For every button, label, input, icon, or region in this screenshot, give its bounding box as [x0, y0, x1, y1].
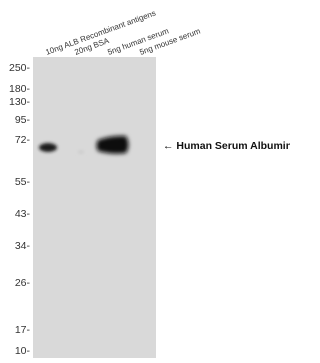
band-annotation: ← Human Serum Albumin: [163, 140, 290, 152]
faint-spot-lane-2: [78, 151, 84, 154]
marker-label: 43-: [15, 208, 31, 220]
marker-label: 180-: [9, 83, 31, 95]
marker-label: 10-: [15, 345, 31, 357]
marker-label: 72-: [15, 134, 31, 146]
marker-labels: 250- 180- 130- 95- 72- 55- 43- 34- 26- 1…: [9, 62, 31, 357]
western-blot-figure: 250- 180- 130- 95- 72- 55- 43- 34- 26- 1…: [0, 0, 290, 358]
marker-label: 250-: [9, 62, 31, 74]
band-lane-1: [39, 143, 57, 152]
marker-label: 55-: [15, 176, 31, 188]
marker-label: 34-: [15, 240, 31, 252]
marker-label: 130-: [9, 96, 31, 108]
blot-membrane: [33, 57, 156, 358]
marker-label: 95-: [15, 114, 31, 126]
marker-label: 26-: [15, 277, 31, 289]
marker-label: 17-: [15, 324, 31, 336]
page: {"lanes": ["10ng ALB Recombinant antigen…: [0, 0, 290, 358]
